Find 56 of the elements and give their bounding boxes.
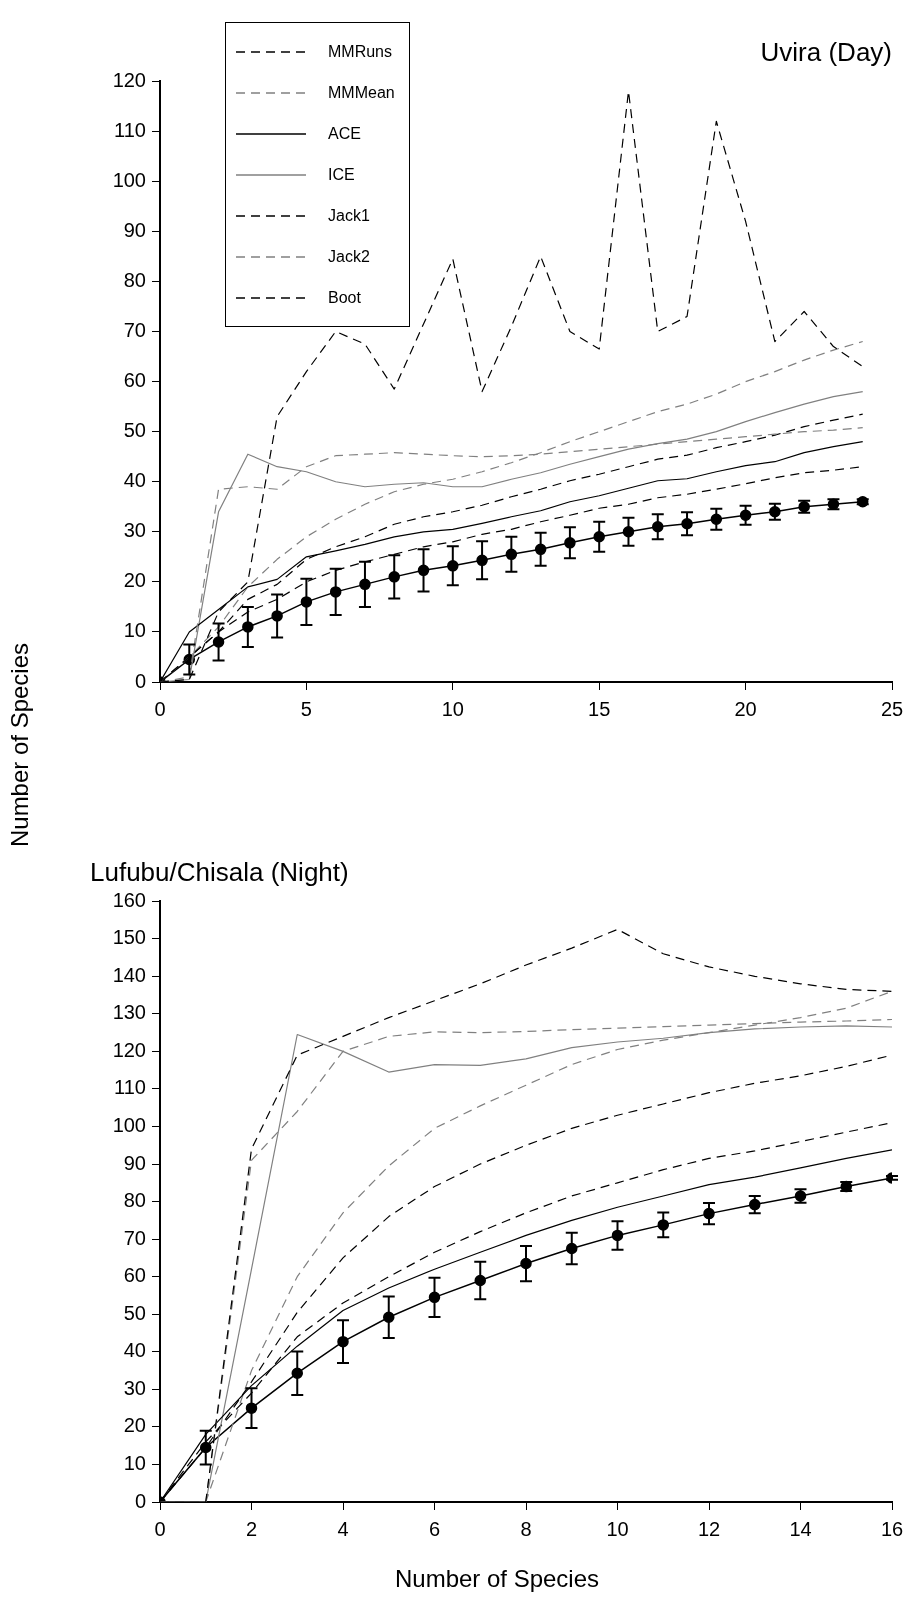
- y-tick-label: 10: [123, 619, 146, 642]
- chart-title: Uvira (Day): [760, 36, 892, 67]
- legend-label: MMMean: [328, 83, 395, 102]
- y-tick-label: 60: [123, 1264, 146, 1287]
- x-tick-label: 16: [880, 1517, 904, 1540]
- y-tick-label: 50: [123, 1301, 146, 1324]
- y-tick-label: 100: [112, 168, 146, 191]
- y-tick-label: 130: [112, 1001, 146, 1024]
- y-tick-label: 110: [114, 1076, 146, 1099]
- y-axis-title: Number of Species: [6, 642, 34, 848]
- y-tick-label: 10: [123, 1451, 146, 1474]
- legend-label: Boot: [328, 288, 361, 307]
- y-tick-label: 20: [123, 1414, 146, 1437]
- y-tick-label: 150: [112, 926, 146, 949]
- y-tick-label: 40: [123, 1339, 146, 1362]
- y-tick-label: 90: [123, 218, 146, 241]
- x-tick-label: 0: [154, 697, 166, 720]
- x-tick-label: 25: [880, 697, 904, 720]
- x-tick-label: 10: [606, 1517, 629, 1540]
- y-tick-label: 110: [114, 118, 146, 141]
- x-tick-label: 4: [337, 1517, 349, 1540]
- x-tick-label: 5: [300, 697, 312, 720]
- x-tick-label: 20: [734, 697, 757, 720]
- y-tick-label: 0: [134, 1489, 146, 1512]
- y-tick-label: 120: [112, 68, 146, 91]
- x-tick-label: 15: [588, 697, 611, 720]
- y-tick-label: 70: [123, 319, 146, 342]
- y-tick-label: 80: [123, 1189, 146, 1212]
- legend-label: Jack1: [328, 206, 370, 225]
- x-tick-label: 8: [520, 1517, 532, 1540]
- y-tick-label: 40: [123, 469, 146, 492]
- legend-label: ICE: [328, 165, 355, 184]
- y-tick-label: 50: [123, 419, 146, 442]
- legend-label: ACE: [328, 124, 361, 143]
- x-tick-label: 12: [697, 1517, 721, 1540]
- x-tick-label: 14: [789, 1517, 812, 1540]
- y-tick-label: 30: [123, 1376, 146, 1399]
- y-tick-label: 160: [112, 888, 146, 911]
- chart-title: Lufubu/Chisala (Night): [90, 856, 349, 887]
- y-tick-label: 30: [123, 519, 146, 542]
- y-tick-label: 0: [134, 669, 146, 692]
- y-tick-label: 80: [123, 268, 146, 291]
- x-tick-label: 0: [154, 1517, 166, 1540]
- x-tick-label: 2: [245, 1517, 258, 1540]
- y-tick-label: 140: [112, 963, 146, 986]
- y-tick-label: 120: [112, 1038, 146, 1061]
- y-tick-label: 100: [112, 1114, 146, 1137]
- y-tick-label: 60: [123, 369, 146, 392]
- legend-label: MMRuns: [328, 42, 393, 61]
- y-tick-label: 90: [123, 1151, 146, 1174]
- x-tick-label: 10: [441, 697, 464, 720]
- legend-label: Jack2: [328, 247, 370, 266]
- y-tick-label: 70: [123, 1226, 146, 1249]
- x-tick-label: 6: [428, 1517, 441, 1540]
- y-tick-label: 20: [123, 569, 146, 592]
- x-axis-title: Number of Species: [393, 1565, 601, 1593]
